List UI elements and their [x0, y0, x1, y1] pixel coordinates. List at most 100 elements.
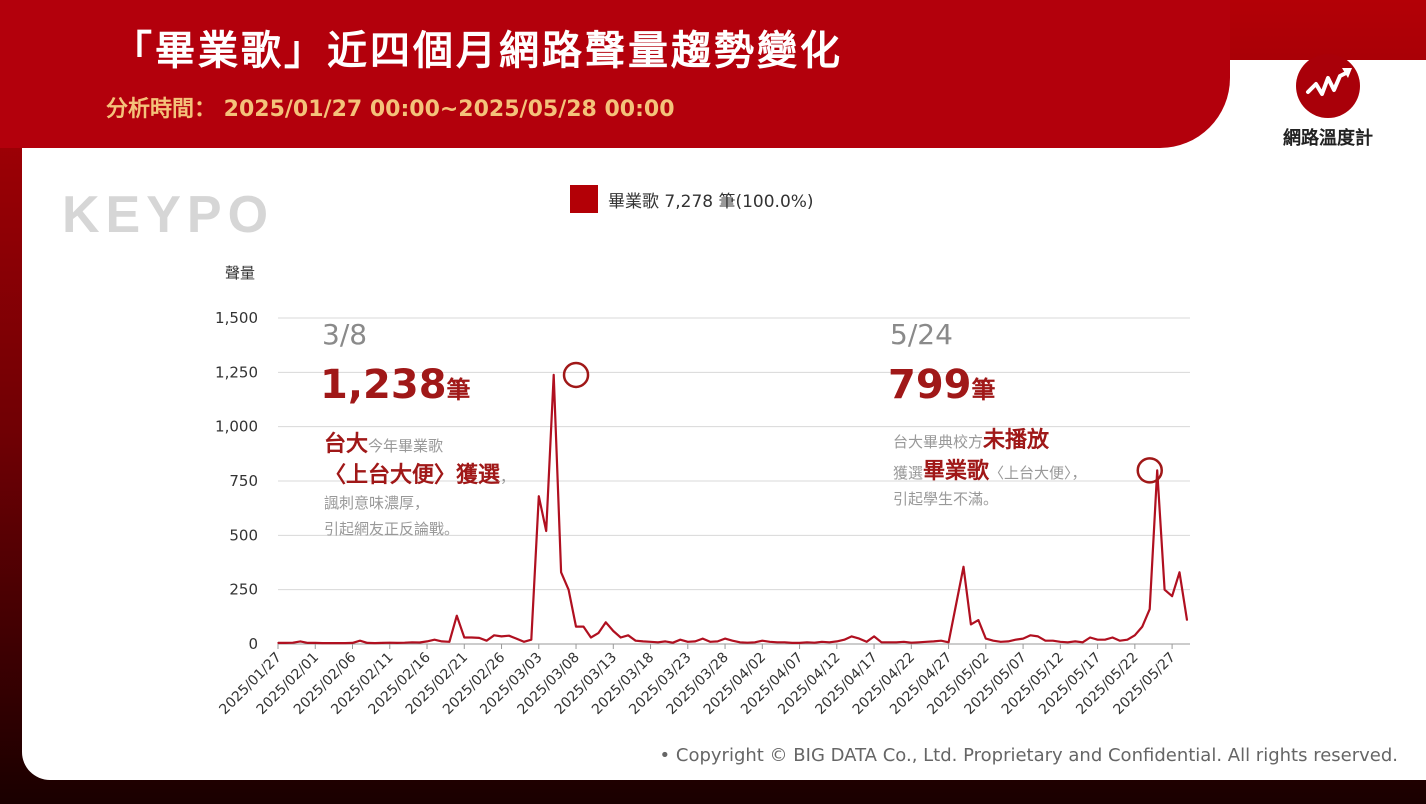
- data-point: [791, 642, 793, 644]
- y-tick-label: 250: [229, 581, 258, 599]
- data-point: [895, 641, 898, 644]
- data-point: [910, 641, 913, 644]
- data-point: [992, 639, 995, 642]
- data-point: [970, 623, 972, 626]
- annotation-right-hl1: 未播放: [983, 428, 1050, 453]
- data-point: [947, 641, 950, 644]
- data-point: [873, 635, 875, 638]
- data-point: [672, 641, 674, 644]
- data-point: [977, 619, 980, 621]
- data-point: [1052, 639, 1054, 642]
- data-point: [985, 637, 987, 640]
- data-point: [441, 640, 443, 643]
- data-point: [314, 642, 317, 644]
- data-point: [1074, 640, 1077, 643]
- data-point: [806, 641, 808, 644]
- data-point: [1163, 588, 1166, 591]
- data-point: [798, 642, 801, 644]
- data-point: [1156, 469, 1158, 472]
- data-point: [1029, 634, 1032, 637]
- data-point: [962, 566, 965, 568]
- data-point: [754, 641, 756, 644]
- copyright-notice: • Copyright © BIG DATA Co., Ltd. Proprie…: [659, 745, 1398, 766]
- data-point: [545, 530, 548, 532]
- annotation-left-date: 3/8: [322, 318, 368, 351]
- legend-label: 畢業歌 7,278 筆(100.0%): [608, 191, 814, 212]
- data-point: [321, 642, 324, 644]
- data-point: [664, 640, 667, 643]
- data-point: [403, 641, 406, 644]
- data-point: [485, 639, 488, 642]
- annotation-left-hl2: 〈上台大便〉獲選: [324, 463, 501, 488]
- data-point: [344, 642, 346, 644]
- data-point: [1141, 625, 1144, 628]
- data-point: [478, 637, 480, 639]
- data-point: [433, 638, 436, 641]
- data-point: [552, 374, 555, 376]
- data-point: [1186, 619, 1188, 621]
- data-point: [776, 641, 779, 644]
- header-banner: 「畢業歌」近四個月網路聲量趨勢變化 分析時間： 2025/01/27 00:00…: [0, 0, 1230, 148]
- data-point: [537, 495, 540, 498]
- data-point: [366, 642, 369, 644]
- data-point: [724, 637, 726, 640]
- pulse-chart-icon: [1296, 54, 1360, 118]
- data-point: [813, 641, 816, 644]
- data-point: [880, 641, 883, 644]
- annotation-left-hl1: 台大: [324, 432, 369, 457]
- data-point: [388, 641, 391, 644]
- annotation-left-line3: 諷刺意味濃厚，: [324, 494, 430, 512]
- data-point: [679, 638, 682, 641]
- data-point: [470, 636, 473, 639]
- data-point: [999, 641, 1002, 643]
- brand-logo-label: 網路溫度計: [1283, 128, 1373, 149]
- data-point: [649, 641, 652, 643]
- data-point: [1148, 608, 1151, 611]
- data-point: [836, 640, 838, 643]
- data-point: [888, 641, 890, 644]
- y-tick-label: 1,250: [215, 363, 258, 381]
- annotation-right-rest2: 〈上台大便〉，: [989, 464, 1087, 482]
- data-point: [463, 636, 466, 639]
- data-point: [530, 638, 533, 641]
- y-tick-label: 500: [229, 526, 258, 544]
- data-point: [493, 634, 495, 637]
- data-point: [858, 637, 860, 640]
- data-point: [575, 625, 577, 628]
- data-point: [418, 641, 421, 644]
- data-point: [619, 636, 622, 639]
- data-point: [768, 641, 771, 643]
- data-point: [1022, 637, 1024, 640]
- data-point: [567, 588, 570, 591]
- data-point: [307, 642, 309, 644]
- data-point: [917, 641, 920, 644]
- annotation-right-text: 台大畢典校方未播放 獲選畢業歌〈上台大便〉， 引起學生不滿。: [893, 428, 1087, 512]
- data-point: [284, 642, 287, 644]
- data-point: [828, 641, 831, 644]
- data-point: [1044, 639, 1047, 642]
- data-point: [1104, 638, 1106, 641]
- annotation-right-date: 5/24: [890, 318, 953, 351]
- annotation-right-rest1: 台大畢典校方: [893, 433, 984, 451]
- annotation-left-value: 1,238: [320, 362, 447, 408]
- data-point: [865, 641, 868, 643]
- annotation-left-unit: 筆: [446, 376, 471, 404]
- data-point: [701, 637, 704, 640]
- data-point: [612, 630, 615, 632]
- annotation-right-hl2: 畢業歌: [923, 459, 990, 484]
- data-point: [329, 642, 331, 644]
- data-point: [1066, 641, 1069, 644]
- data-point: [292, 641, 294, 644]
- data-point: [411, 641, 413, 644]
- data-point: [597, 632, 600, 634]
- y-tick-label: 0: [248, 635, 258, 653]
- data-point: [1119, 639, 1121, 642]
- data-point: [1096, 638, 1099, 641]
- annotation-left-text: 台大今年畢業歌 〈上台大便〉獲選， 諷刺意味濃厚， 引起網友正反論戰。: [324, 432, 515, 542]
- data-point: [277, 642, 279, 644]
- data-point: [1007, 640, 1009, 643]
- chart-legend: 畢業歌 7,278 筆(100.0%): [570, 185, 814, 213]
- data-point: [448, 641, 451, 643]
- annotation-right-value: 799: [888, 362, 972, 408]
